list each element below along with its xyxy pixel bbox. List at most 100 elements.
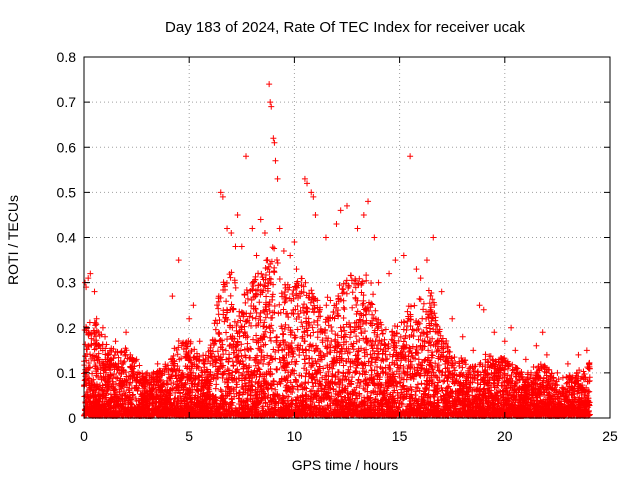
- data-point-marker: [443, 337, 450, 344]
- data-point-marker: [248, 296, 255, 303]
- data-point-marker: [261, 282, 268, 289]
- data-point-marker: [297, 308, 304, 314]
- data-point-marker: [218, 388, 225, 395]
- data-point-marker: [237, 317, 244, 324]
- data-point-marker: [250, 336, 257, 343]
- data-point-marker: [294, 326, 301, 333]
- data-point-marker: [369, 311, 376, 318]
- data-point-marker: [217, 386, 224, 393]
- data-point-marker: [262, 314, 269, 321]
- data-point-marker: [258, 270, 265, 277]
- data-point-marker: [260, 323, 267, 330]
- data-point-marker: [301, 301, 308, 308]
- data-point-marker: [402, 332, 409, 339]
- data-point-marker: [412, 392, 419, 399]
- data-point-marker: [415, 356, 422, 363]
- data-point-marker: [242, 374, 249, 381]
- data-point-marker: [324, 294, 331, 301]
- data-point-marker: [340, 362, 347, 369]
- data-point-marker: [271, 302, 278, 309]
- data-point-marker: [298, 319, 305, 326]
- data-point-marker: [420, 306, 427, 313]
- data-point-marker: [372, 307, 379, 314]
- data-point-marker: [580, 368, 587, 375]
- data-point-marker: [256, 299, 263, 306]
- data-point-marker: [244, 295, 251, 302]
- data-point-marker: [411, 302, 418, 309]
- data-point-marker: [222, 347, 229, 354]
- data-point-marker: [223, 329, 230, 336]
- data-point-marker: [407, 322, 414, 329]
- data-point-marker: [300, 310, 307, 317]
- data-point-marker: [115, 354, 122, 361]
- data-point-marker: [329, 365, 336, 372]
- data-point-marker: [346, 334, 353, 341]
- data-point-marker: [307, 332, 314, 339]
- data-point-marker: [397, 333, 404, 340]
- data-point-marker: [323, 302, 330, 309]
- data-point-marker: [443, 354, 450, 361]
- data-point-marker: [273, 257, 280, 264]
- data-point-marker: [554, 382, 561, 389]
- data-point-marker: [353, 311, 360, 318]
- data-point-marker: [310, 309, 317, 316]
- data-point-marker: [265, 302, 272, 309]
- data-point-marker: [226, 271, 233, 278]
- data-point-marker: [215, 305, 222, 312]
- data-point-marker: [271, 269, 278, 276]
- data-point-marker: [136, 362, 143, 369]
- data-point-marker: [266, 275, 273, 282]
- data-point-marker: [341, 306, 348, 313]
- data-point-marker: [415, 336, 422, 343]
- data-point-marker: [458, 355, 465, 362]
- data-point-marker: [423, 377, 430, 384]
- data-point-marker: [427, 292, 434, 299]
- data-point-marker: [310, 329, 317, 336]
- data-point-marker: [401, 335, 408, 342]
- data-point-marker: [340, 286, 347, 293]
- chart-title: Day 183 of 2024, Rate Of TEC Index for r…: [165, 19, 525, 36]
- data-point-marker: [451, 367, 458, 374]
- data-point-marker: [474, 380, 481, 387]
- data-point-marker: [296, 352, 303, 359]
- data-point-marker: [359, 301, 366, 308]
- data-point-marker: [379, 330, 386, 337]
- data-point-marker: [227, 274, 234, 281]
- data-point-marker: [378, 327, 385, 334]
- data-point-marker: [559, 374, 566, 381]
- data-point-marker: [244, 340, 251, 347]
- data-point-marker: [433, 321, 440, 328]
- data-point-marker: [552, 381, 559, 388]
- data-point-marker: [336, 282, 343, 289]
- data-point-marker: [327, 297, 334, 304]
- data-point-marker: [343, 290, 350, 297]
- data-point-marker: [389, 370, 396, 377]
- data-point-marker: [331, 338, 338, 345]
- data-point-marker: [408, 386, 415, 393]
- data-point-marker: [340, 315, 347, 322]
- data-point-marker: [417, 296, 424, 303]
- data-point-marker: [328, 328, 335, 335]
- data-point-marker: [530, 364, 537, 371]
- data-point-marker: [418, 380, 425, 387]
- data-point-marker: [382, 326, 389, 333]
- data-point-marker: [264, 257, 271, 264]
- data-point-marker: [232, 284, 239, 291]
- data-point-marker: [271, 245, 278, 252]
- data-point-marker: [276, 276, 283, 283]
- data-point-marker: [420, 300, 427, 307]
- data-point-marker: [348, 272, 355, 279]
- data-point-marker: [268, 337, 275, 344]
- data-point-marker: [349, 304, 356, 311]
- data-point-marker: [415, 326, 422, 333]
- data-point-marker: [211, 372, 218, 379]
- data-point-marker: [353, 333, 360, 340]
- data-point-marker: [412, 349, 419, 356]
- data-point-marker: [404, 308, 411, 315]
- data-point-marker: [275, 347, 282, 354]
- data-point-marker: [435, 367, 442, 374]
- data-point-marker: [371, 342, 378, 349]
- data-point-marker: [337, 324, 344, 331]
- data-point-marker: [363, 272, 370, 279]
- data-point-marker: [370, 291, 377, 298]
